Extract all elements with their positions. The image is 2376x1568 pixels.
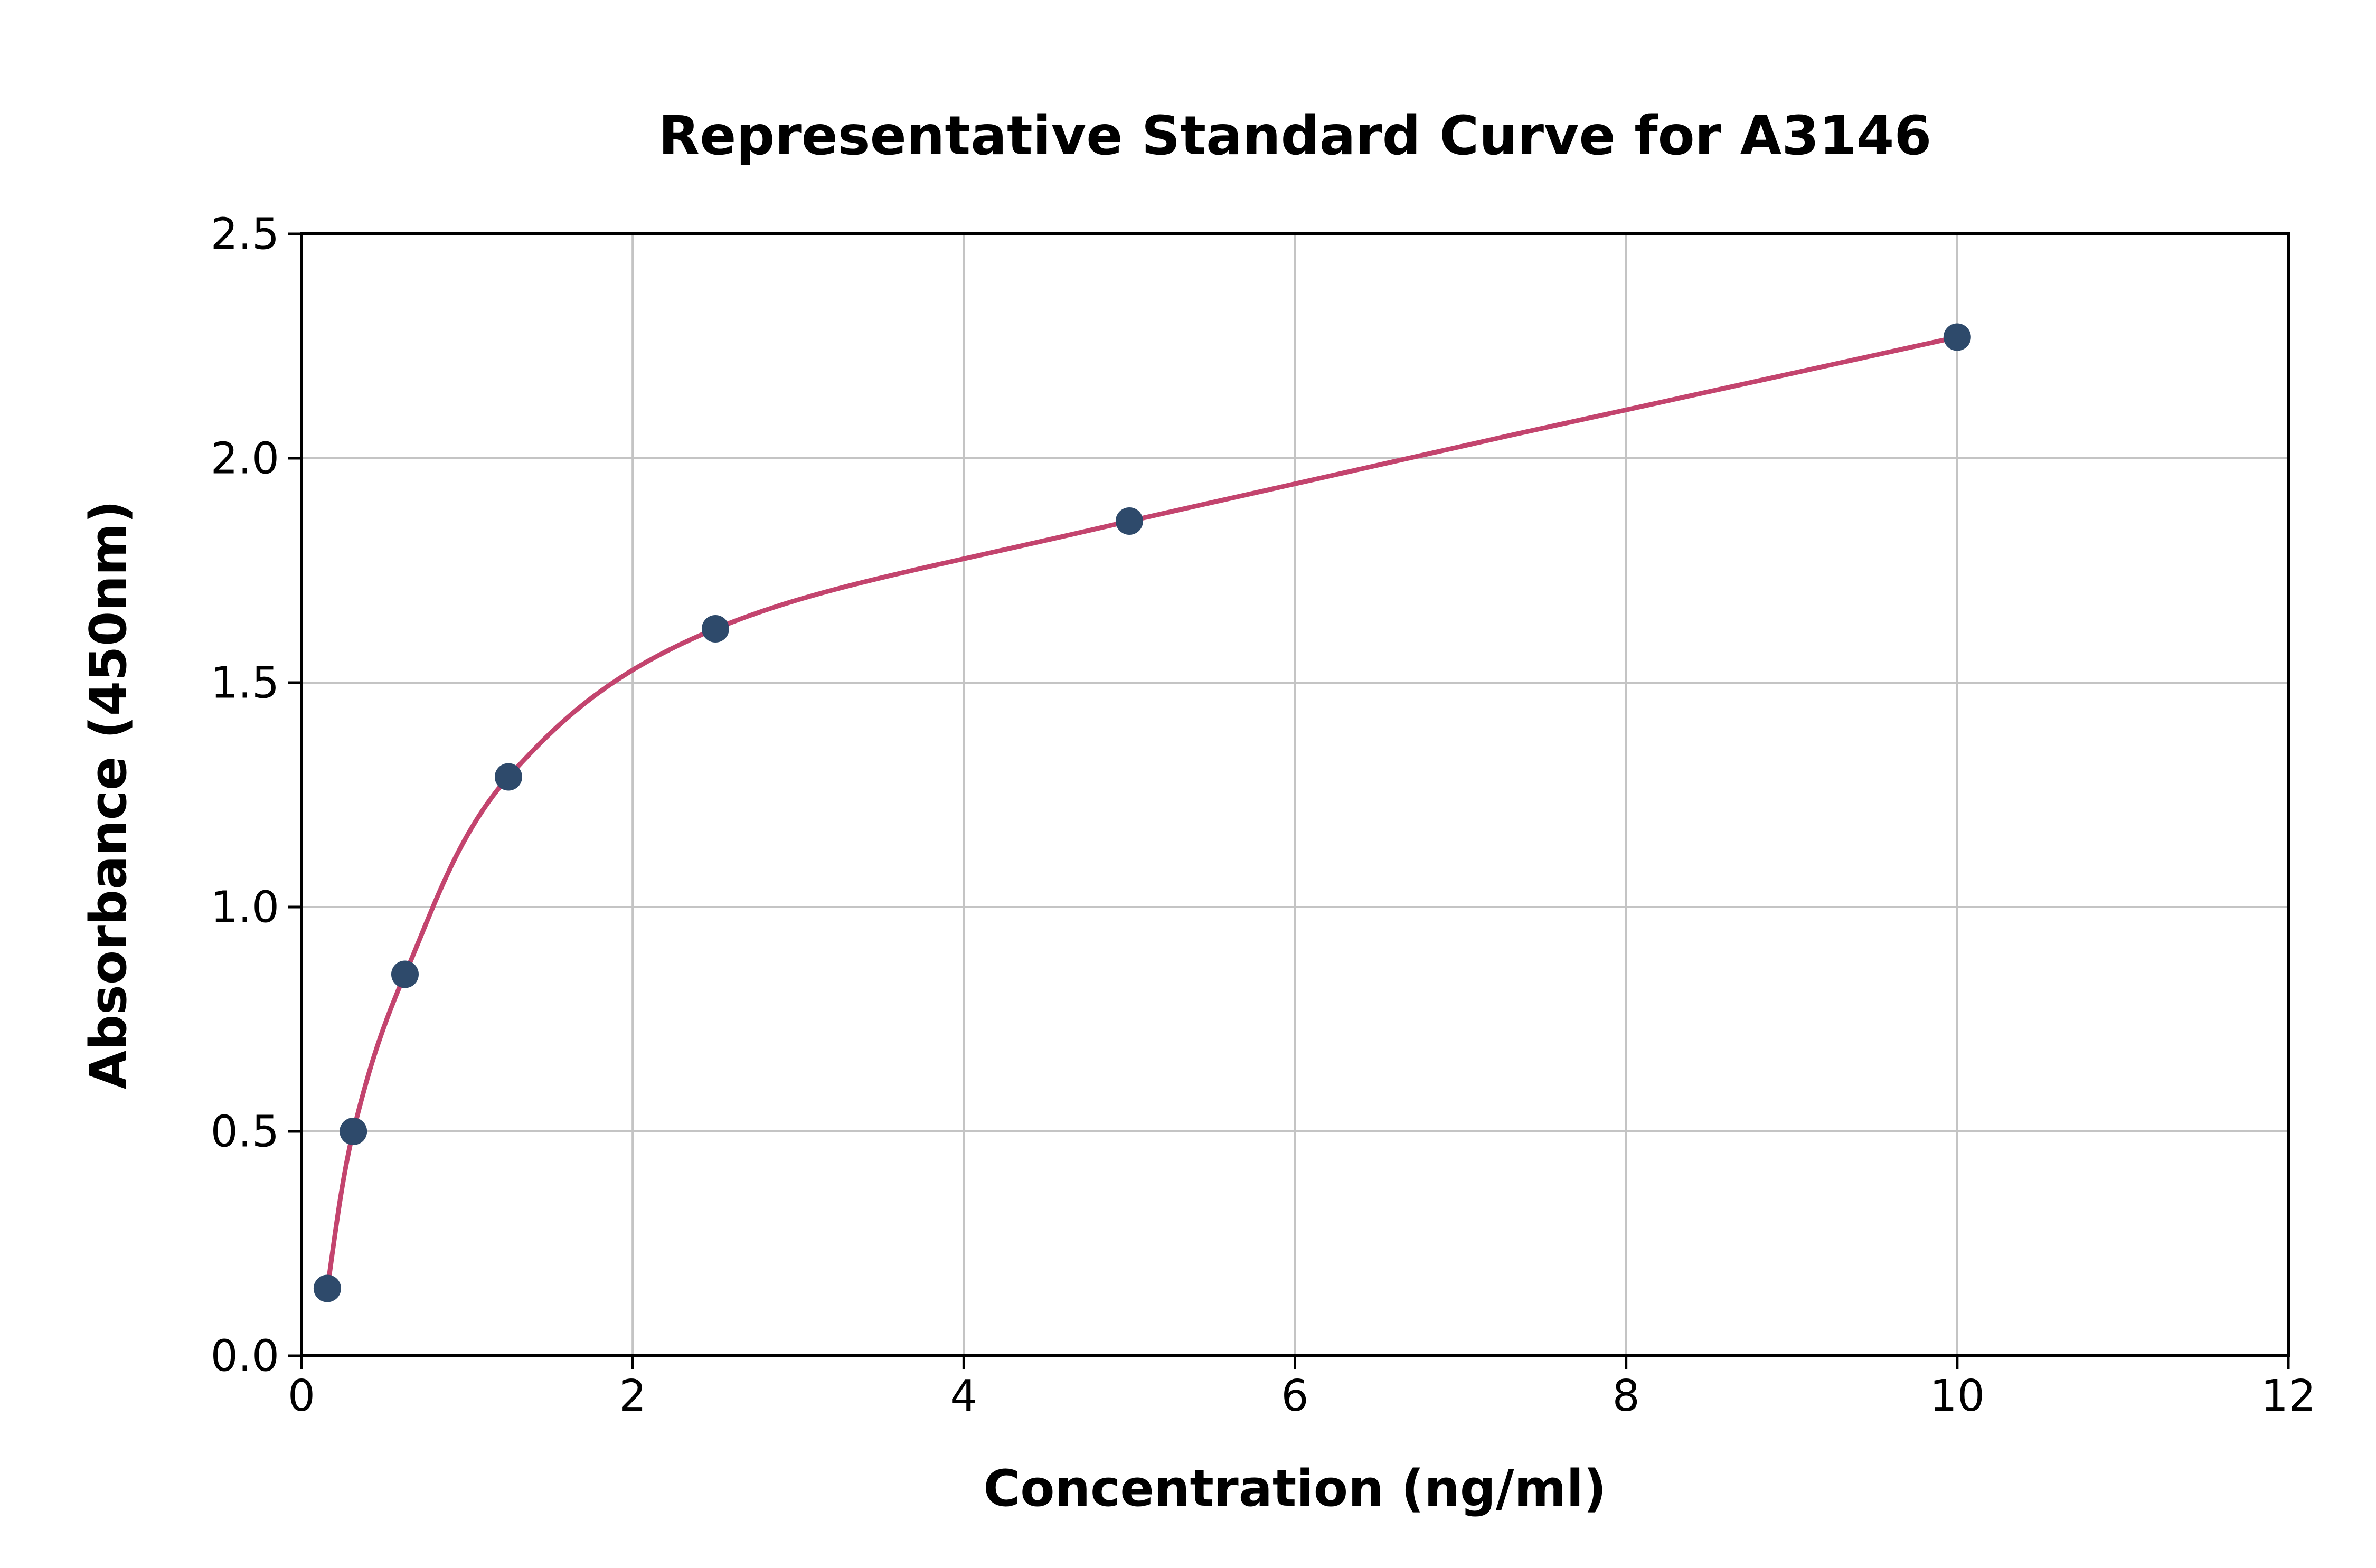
- trendline-curve: [325, 335, 1960, 1291]
- y-tick-label: 2.0: [211, 434, 279, 484]
- y-tick-label: 2.5: [211, 210, 279, 260]
- y-tick-label: 1.5: [211, 658, 279, 709]
- x-tick-label: 4: [950, 1371, 977, 1421]
- gridlines: [301, 234, 2288, 1356]
- fitted-curve-path: [325, 335, 1960, 1291]
- data-point: [391, 960, 419, 988]
- data-point: [701, 615, 729, 643]
- data-point: [494, 763, 522, 791]
- y-tick-label: 0.5: [211, 1107, 279, 1157]
- y-axis-label: Absorbance (450nm): [80, 500, 138, 1090]
- x-axis-label: Concentration (ng/ml): [983, 1460, 1606, 1518]
- chart-title: Representative Standard Curve for A3146: [658, 105, 1932, 167]
- y-tick-label: 1.0: [211, 883, 279, 933]
- axis-ticks: [288, 232, 2290, 1369]
- data-point: [340, 1118, 367, 1145]
- data-points: [313, 323, 1971, 1302]
- x-tick-label: 8: [1613, 1371, 1640, 1421]
- x-tick-label: 10: [1930, 1371, 1985, 1421]
- x-tick-labels: 0 2 4 6 8 10 12: [288, 1371, 2316, 1421]
- x-tick-label: 12: [2261, 1371, 2316, 1421]
- y-tick-label: 0.0: [211, 1331, 279, 1382]
- x-tick-label: 2: [619, 1371, 646, 1421]
- x-tick-label: 6: [1281, 1371, 1308, 1421]
- x-tick-label: 0: [288, 1371, 315, 1421]
- data-point: [1943, 323, 1971, 351]
- data-point: [1115, 507, 1143, 535]
- data-point: [313, 1274, 341, 1302]
- y-tick-labels: 0.0 0.5 1.0 1.5 2.0 2.5: [211, 210, 279, 1382]
